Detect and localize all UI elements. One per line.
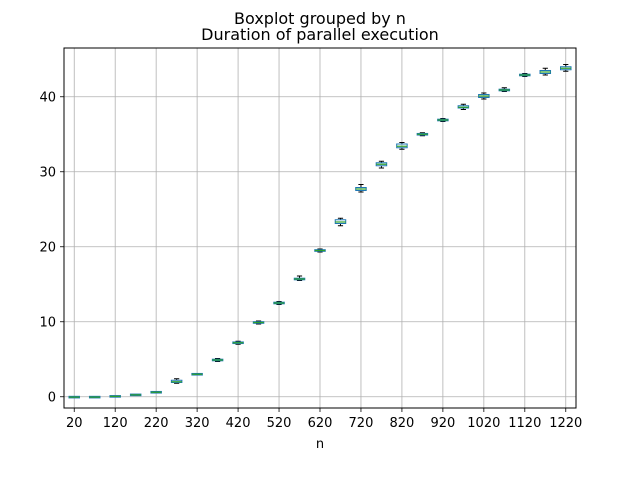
- box-group: [88, 395, 101, 399]
- x-tick-label: 820: [390, 416, 415, 431]
- y-tick-label: 10: [39, 315, 56, 330]
- x-tick-label: 1220: [549, 416, 582, 431]
- box-group: [437, 118, 449, 122]
- box-group: [211, 358, 224, 362]
- x-axis-label: n: [316, 437, 324, 452]
- x-tick-label: 20: [66, 416, 83, 431]
- x-tick-label: 120: [103, 416, 128, 431]
- box-group: [560, 64, 572, 72]
- x-tick-label: 920: [430, 416, 455, 431]
- box-group: [396, 142, 408, 150]
- y-axis: 0 10 20 30 40: [39, 90, 64, 405]
- box-group: [273, 301, 285, 305]
- x-tick-label: 1020: [467, 416, 500, 431]
- box-group: [314, 248, 326, 253]
- x-tick-label: 420: [226, 416, 251, 431]
- box-group: [375, 160, 388, 169]
- box-group: [519, 73, 531, 77]
- box-group: [150, 390, 162, 394]
- x-tick-label: 520: [267, 416, 292, 431]
- x-tick-label: 620: [308, 416, 333, 431]
- x-tick-label: 1120: [508, 416, 541, 431]
- x-axis: 20 120 220 320 420 520 620 720 820 920 1020 1120 122…: [66, 408, 582, 431]
- box-group: [416, 132, 429, 137]
- box-group: [129, 393, 142, 397]
- box-group: [478, 92, 490, 100]
- x-tick-label: 220: [144, 416, 169, 431]
- box-group: [68, 395, 80, 399]
- x-tick-label: 720: [349, 416, 374, 431]
- box-group: [539, 67, 552, 76]
- y-tick-label: 30: [39, 165, 56, 180]
- box-group: [232, 340, 244, 345]
- box-group: [191, 372, 203, 376]
- box-group: [252, 320, 265, 325]
- chart-suptitle: Boxplot grouped by n: [234, 9, 406, 28]
- box-group: [355, 184, 367, 193]
- y-tick-label: 40: [39, 90, 56, 105]
- grid-lines: [64, 48, 576, 408]
- y-tick-label: 20: [39, 240, 56, 255]
- box-group: [109, 395, 121, 398]
- y-tick-label: 0: [48, 390, 56, 405]
- box-group: [170, 378, 183, 384]
- chart-title: Duration of parallel execution: [201, 25, 439, 44]
- box-group: [498, 87, 511, 92]
- box-group: [457, 103, 470, 110]
- x-tick-label: 320: [185, 416, 210, 431]
- boxes-layer: [68, 64, 572, 399]
- box-group: [334, 217, 347, 227]
- box-group: [293, 275, 306, 281]
